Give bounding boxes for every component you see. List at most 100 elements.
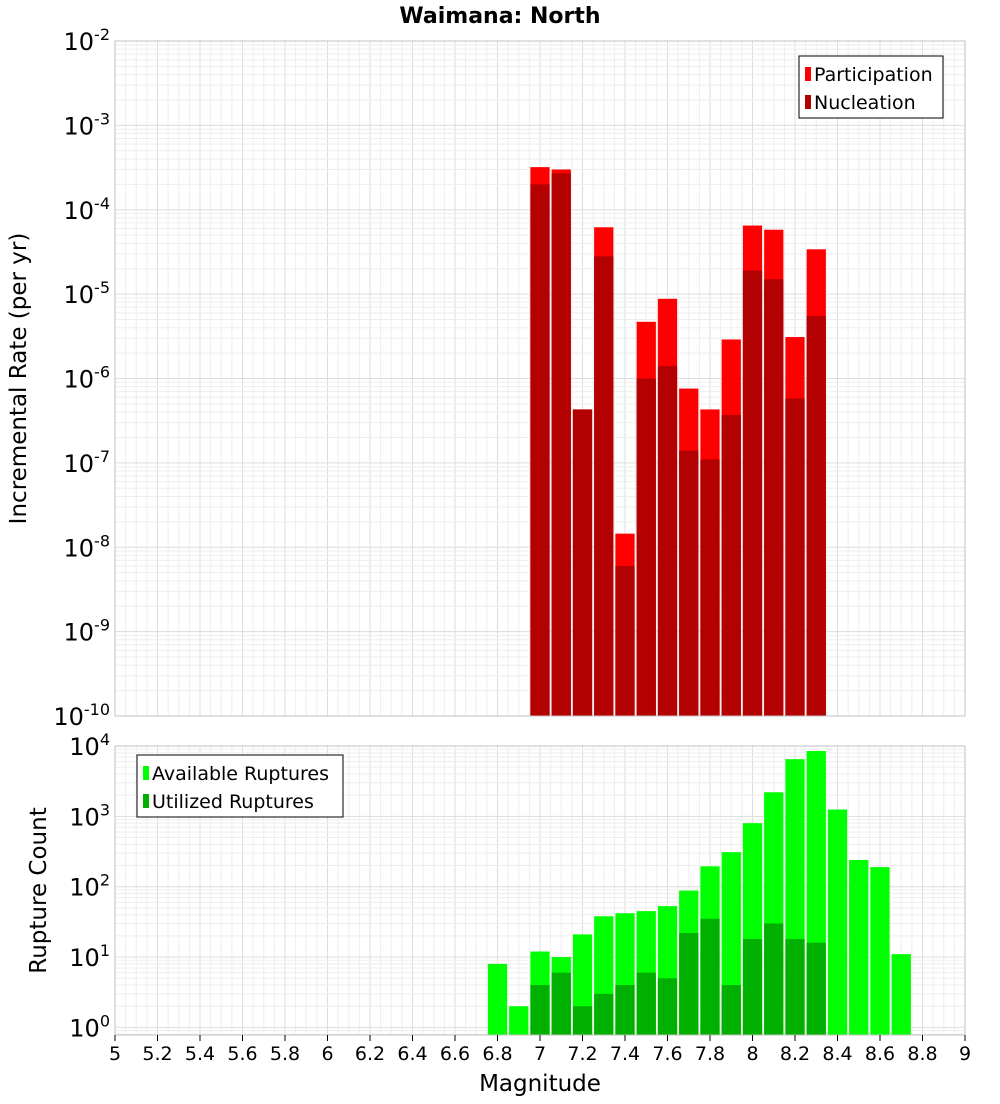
x-tick-label: 8 [746,1043,758,1065]
legend-swatch [143,766,149,780]
series2-bar [742,939,763,1035]
series2-bar [551,972,571,1035]
series1-bar [509,1006,529,1035]
x-tick-label: 5.2 [142,1043,172,1065]
series2-bar [594,256,614,716]
series2-bar [700,918,720,1035]
x-tick-label: 7.8 [695,1043,725,1065]
legend-swatch [805,95,811,109]
series2-bar [679,450,699,716]
y-tick-label: 10-2 [64,25,111,56]
y-tick-label-base: 10 [69,1014,100,1042]
y-tick-label-base: 10 [64,28,95,56]
x-axis-label: Magnitude [479,1071,601,1097]
legend-box [798,55,944,119]
legend-swatch [143,794,149,808]
y-tick-label: 10-9 [64,616,111,647]
series1-bar [891,954,911,1035]
y-tick-label-exponent: -7 [94,447,110,466]
x-tick-label: 5.6 [227,1043,257,1065]
x-tick-label: 9 [959,1043,971,1065]
series2-bar [785,939,805,1035]
series2-bar [572,1006,593,1035]
series2-bar [721,985,741,1035]
y-tick-label-base: 10 [64,112,95,140]
y-tick-label-base: 10 [69,803,100,831]
y-tick-label-exponent: -9 [94,616,110,635]
series2-bar [742,270,763,716]
y-tick-label-base: 10 [64,450,95,478]
series2-bar [806,316,826,716]
y-axis-label: Incremental Rate (per yr) [6,233,32,525]
y-tick-label: 103 [69,800,110,831]
y-tick-label-exponent: 4 [100,730,110,749]
series2-bar [679,932,699,1035]
y-tick-label-base: 10 [64,281,95,309]
y-tick-label: 102 [69,871,110,902]
y-tick-label: 10-5 [64,278,111,309]
series2-bar [551,173,571,716]
y-tick-label: 10-10 [53,700,110,731]
y-tick-label-base: 10 [64,619,95,647]
x-tick-label: 6.2 [355,1043,385,1065]
series2-bar [721,414,741,716]
series2-bar [657,978,678,1035]
x-tick-label: 6.8 [482,1043,512,1065]
y-tick-label: 10-6 [64,363,111,394]
x-tick-label: 8.4 [822,1043,852,1065]
y-tick-label-base: 10 [53,703,84,731]
series2-bar [764,923,784,1035]
y-tick-label-exponent: -10 [84,700,110,719]
x-tick-label: 6.4 [397,1043,427,1065]
series1-bar [487,963,508,1035]
series2-bar [594,993,614,1035]
series2-bar [806,942,826,1035]
series2-bar [764,279,784,716]
y-tick-label-exponent: 3 [100,800,110,819]
y-tick-label: 101 [69,941,110,972]
legend-label: Participation [814,64,933,86]
y-tick-label-base: 10 [64,534,95,562]
x-tick-label: 5.4 [185,1043,215,1065]
y-tick-label-base: 10 [64,197,95,225]
series2-bar [657,366,678,716]
x-tick-label: 8.2 [780,1043,810,1065]
y-tick-label: 10-8 [64,531,111,562]
legend-label: Nucleation [814,92,916,114]
y-tick-label: 10-3 [64,109,111,140]
x-tick-label: 5.8 [270,1043,300,1065]
y-tick-label-base: 10 [69,944,100,972]
series2-bar [615,985,635,1035]
series2-bar [530,985,550,1035]
y-tick-label-exponent: -6 [94,363,110,382]
x-tick-label: 7.2 [567,1043,597,1065]
legend-label: Available Ruptures [152,763,329,785]
series2-bar [530,184,550,717]
x-tick-label: 8.8 [907,1043,937,1065]
series2-bar [572,409,593,716]
participation-nucleation-plot: 10-1010-910-810-710-610-510-410-310-2Inc… [6,25,966,731]
y-tick-label-base: 10 [69,733,100,761]
series2-bar [700,459,720,716]
series1-bar [849,859,869,1035]
y-tick-label-exponent: 1 [100,941,110,960]
x-tick-label: 5 [109,1043,121,1065]
y-tick-label-exponent: -8 [94,531,110,550]
x-tick-label: 6 [321,1043,333,1065]
legend-label: Utilized Ruptures [152,791,314,813]
y-tick-label: 10-7 [64,447,111,478]
series1-bar [827,809,848,1035]
y-tick-label: 100 [69,1011,110,1042]
x-tick-label: 7 [534,1043,546,1065]
legend-box [136,754,344,818]
y-tick-label-base: 10 [64,366,95,394]
y-tick-label: 104 [69,730,110,761]
y-tick-label-exponent: -4 [94,194,110,213]
y-tick-label-exponent: -3 [94,109,110,128]
x-tick-label: 8.6 [865,1043,895,1065]
legend-swatch [805,67,811,81]
y-tick-label: 10-4 [64,194,111,225]
series2-bar [636,378,656,716]
